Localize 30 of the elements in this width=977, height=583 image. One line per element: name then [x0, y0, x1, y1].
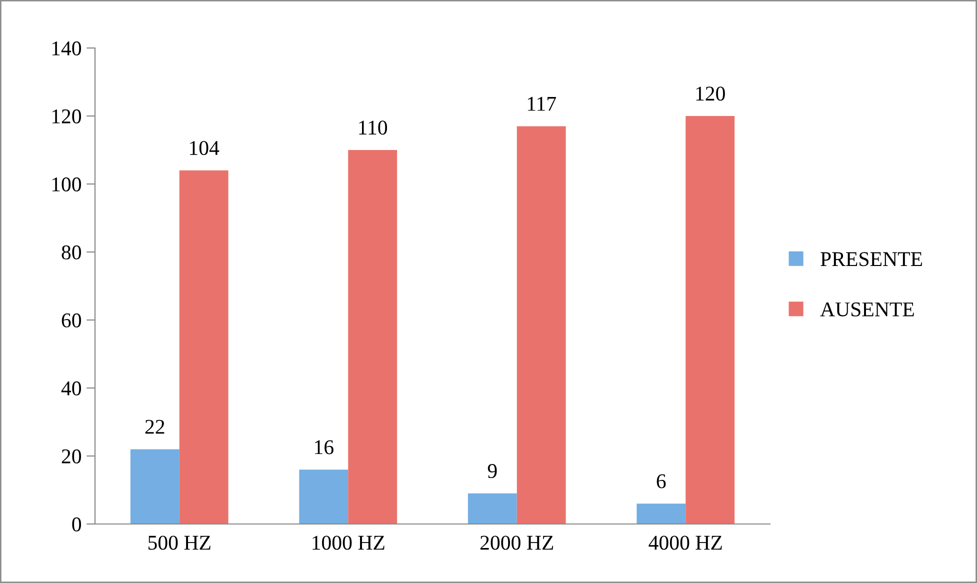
data-label: 6	[656, 474, 666, 488]
x-tick-label: 2000 HZ	[480, 536, 554, 550]
bar	[299, 470, 348, 524]
y-tick-label: 20	[62, 449, 82, 464]
x-tick-label: 4000 HZ	[648, 536, 722, 550]
data-label: 22	[145, 420, 164, 434]
bar	[348, 150, 398, 524]
bar	[686, 116, 735, 524]
y-tick-label: 120	[52, 109, 82, 124]
data-label: 110	[359, 120, 388, 135]
data-label: 104	[190, 141, 220, 156]
data-label: 9	[488, 464, 497, 478]
legend-label: PRESENTE	[820, 252, 922, 266]
bar	[636, 504, 686, 524]
x-tick-label: 500 HZ	[148, 536, 210, 550]
bar	[179, 170, 228, 524]
data-label: 120	[696, 86, 725, 101]
y-tick-label: 40	[61, 381, 82, 396]
bar	[468, 493, 517, 524]
x-tick-label: 1000 HZ	[312, 536, 384, 550]
y-tick-label: 100	[52, 177, 82, 192]
bar	[130, 449, 180, 524]
y-tick-label: 60	[62, 313, 82, 328]
bar	[516, 126, 566, 524]
data-label: 117	[528, 96, 556, 111]
y-tick-label: 0	[72, 517, 82, 532]
y-tick-label: 140	[52, 41, 82, 56]
legend-label: AUSENTE	[820, 302, 914, 316]
data-label: 16	[315, 440, 334, 454]
y-tick-label: 80	[62, 245, 82, 260]
